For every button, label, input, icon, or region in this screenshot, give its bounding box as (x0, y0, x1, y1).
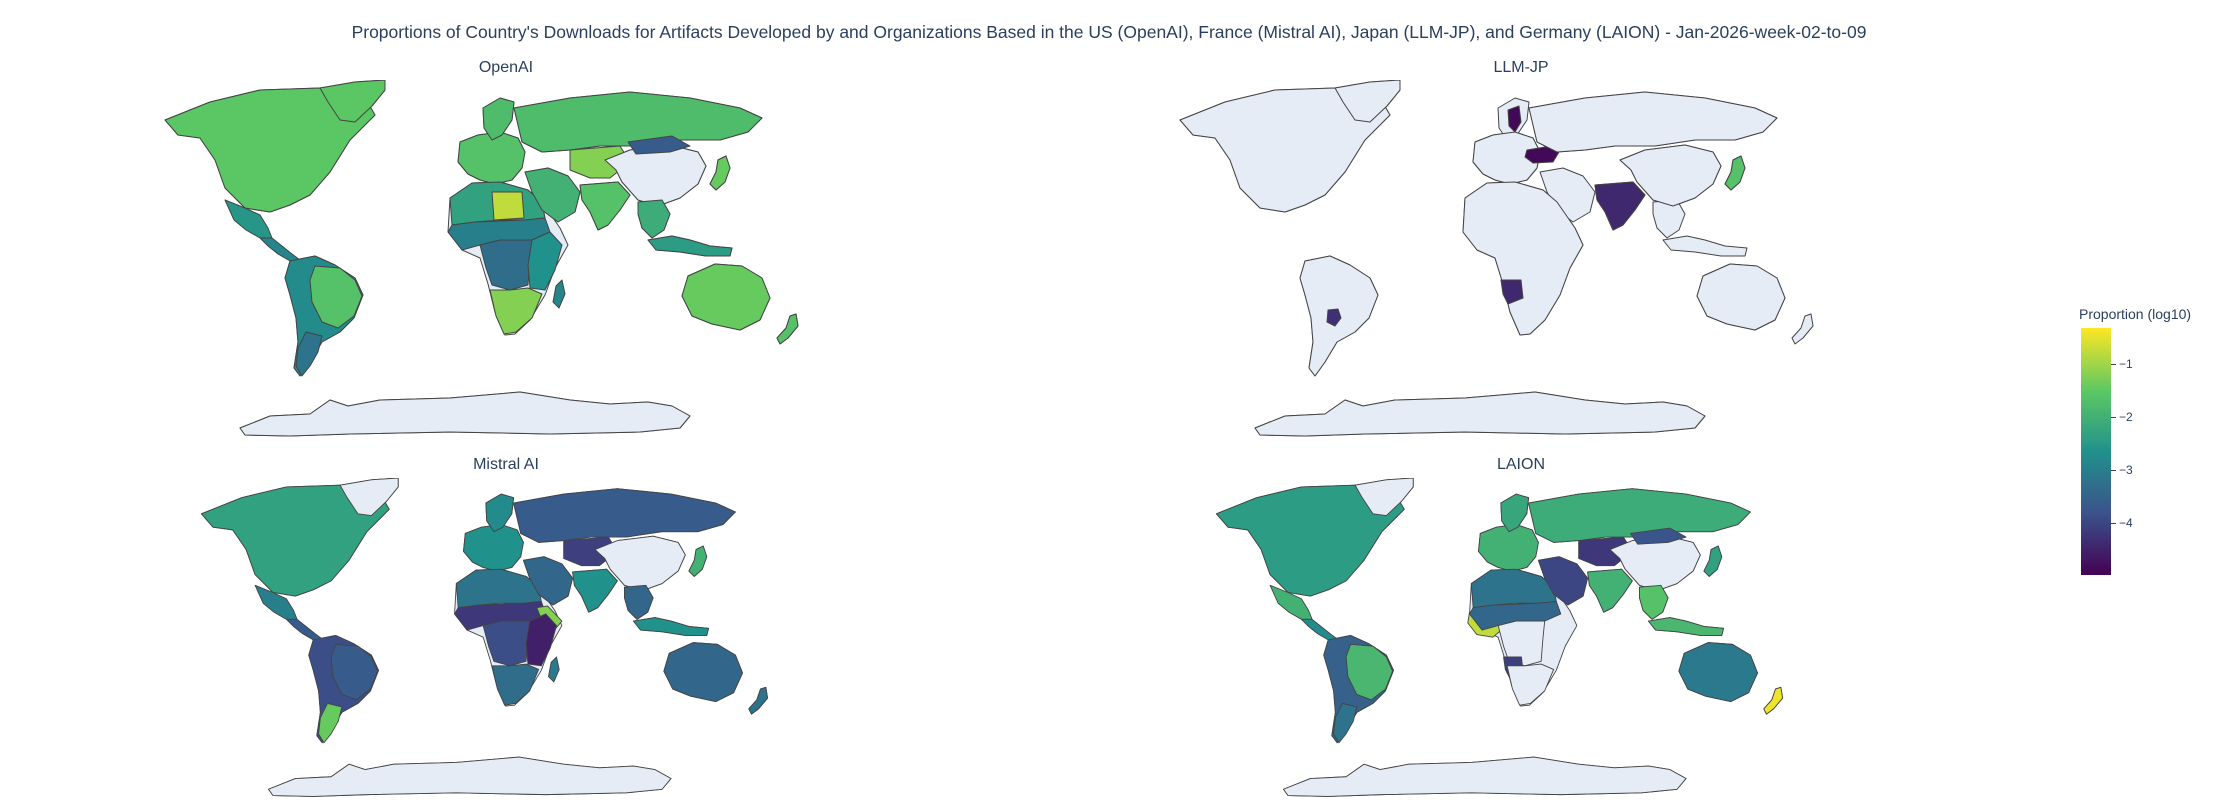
region-greenland[interactable] (1334, 80, 1401, 123)
region-india[interactable] (579, 181, 631, 231)
region-north-america[interactable] (1215, 484, 1405, 597)
map-mistral-ai[interactable] (170, 478, 850, 800)
colorbar-tick-label: −2 (2119, 410, 2133, 424)
region-sweden[interactable] (1507, 105, 1522, 133)
region-greenland[interactable] (339, 478, 399, 517)
colorbar (2081, 328, 2111, 575)
region-central-america[interactable] (285, 618, 323, 641)
region-antarctica[interactable] (268, 756, 672, 797)
region-madagascar[interactable] (552, 279, 566, 309)
region-brazil[interactable] (1345, 643, 1394, 701)
region-angola[interactable] (1500, 279, 1524, 305)
land-indonesia (1662, 235, 1748, 257)
region-brazil[interactable] (330, 643, 379, 701)
region-argentina[interactable] (295, 331, 323, 377)
colorbar-tick-label: −1 (2119, 357, 2133, 371)
region-southern-africa[interactable] (1506, 663, 1555, 706)
region-australia[interactable] (1678, 642, 1759, 703)
region-china[interactable] (1619, 144, 1722, 207)
figure-title: Proportions of Country's Downloads for A… (351, 22, 1867, 42)
colorbar-tick-label: −3 (2119, 463, 2133, 477)
region-australia[interactable] (681, 263, 771, 331)
region-central-africa[interactable] (482, 620, 531, 667)
region-southeast-asia[interactable] (624, 584, 654, 620)
region-india[interactable] (1587, 568, 1633, 613)
panel-title-llm-jp: LLM-JP (1493, 59, 1549, 76)
region-india[interactable] (1594, 181, 1646, 231)
region-indonesia[interactable] (1647, 617, 1725, 636)
map-llm-jp[interactable] (1165, 80, 1885, 440)
region-india[interactable] (572, 568, 618, 613)
region-southern-africa[interactable] (489, 287, 543, 335)
region-new-zealand[interactable] (776, 313, 799, 345)
region-russia[interactable] (513, 91, 763, 153)
region-north-america[interactable] (1179, 87, 1391, 213)
region-africa[interactable] (1462, 181, 1584, 336)
region-east-africa[interactable] (527, 231, 563, 291)
region-north-america[interactable] (164, 87, 376, 213)
map-openai[interactable] (150, 80, 870, 440)
region-central-asia[interactable] (1578, 536, 1633, 567)
region-middle-east[interactable] (524, 167, 581, 223)
region-australia[interactable] (663, 642, 744, 703)
region-middle-east[interactable] (1537, 556, 1589, 606)
region-scandinavia[interactable] (1500, 493, 1530, 533)
map-laion[interactable] (1185, 478, 1865, 800)
region-japan[interactable] (709, 155, 731, 191)
panel-title-laion: LAION (1496, 456, 1545, 473)
region-central-america[interactable] (1300, 618, 1338, 641)
region-central-africa[interactable] (1497, 620, 1546, 667)
region-greenland[interactable] (319, 80, 386, 123)
region-indonesia[interactable] (632, 617, 710, 636)
region-scandinavia[interactable] (485, 493, 515, 533)
region-east-africa[interactable] (525, 613, 557, 667)
land-southeast-asia (1652, 199, 1686, 239)
region-japan[interactable] (1724, 155, 1746, 191)
region-russia[interactable] (1528, 91, 1778, 153)
region-antarctica[interactable] (239, 391, 691, 437)
region-antarctica[interactable] (1283, 756, 1687, 797)
region-new-zealand[interactable] (1763, 686, 1784, 715)
region-australia[interactable] (1696, 263, 1786, 331)
region-china[interactable] (594, 535, 686, 592)
region-southern-africa[interactable] (491, 663, 540, 706)
region-new-zealand[interactable] (748, 686, 769, 715)
region-indonesia[interactable] (647, 235, 733, 257)
region-southeast-asia[interactable] (1639, 584, 1669, 620)
region-mongolia[interactable] (627, 135, 691, 155)
region-japan[interactable] (1703, 545, 1723, 577)
region-southeast-asia[interactable] (637, 199, 671, 239)
region-central-asia[interactable] (569, 145, 631, 179)
region-mongolia[interactable] (1630, 527, 1687, 545)
region-libya[interactable] (491, 191, 525, 221)
region-paraguay[interactable] (1326, 308, 1342, 327)
colorbar-title: Proportion (log10) (2079, 306, 2192, 322)
panel-title-mistral-ai: Mistral AI (473, 456, 539, 473)
region-greenland[interactable] (1354, 478, 1414, 517)
region-brazil[interactable] (309, 265, 363, 329)
region-madagascar[interactable] (548, 656, 560, 683)
region-russia[interactable] (1528, 488, 1751, 543)
colorbar-tick-label: −4 (2119, 516, 2133, 530)
region-argentina[interactable] (318, 702, 343, 744)
region-middle-east[interactable] (522, 556, 574, 606)
region-antarctica[interactable] (1254, 391, 1706, 437)
panel-title-openai: OpenAI (478, 59, 534, 76)
region-japan[interactable] (688, 545, 708, 577)
land-new-zealand (1791, 313, 1814, 345)
region-central-america[interactable] (259, 237, 301, 262)
region-russia[interactable] (513, 488, 736, 543)
region-scandinavia[interactable] (482, 97, 515, 141)
region-central-asia[interactable] (563, 536, 618, 567)
region-argentina[interactable] (1333, 702, 1358, 744)
region-north-america[interactable] (200, 484, 390, 597)
region-europe[interactable] (1472, 131, 1541, 185)
region-central-africa[interactable] (479, 239, 533, 291)
